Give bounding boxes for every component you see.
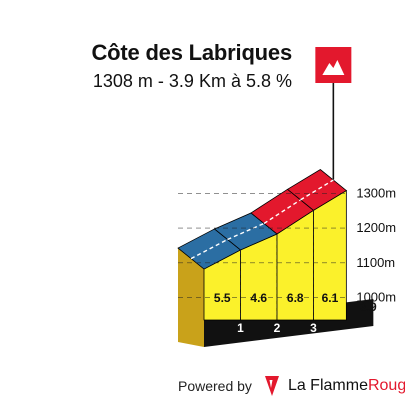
axis-ticks: 1000m 1100m 1200m 1300m 5.5 4.6 6.8 6.1 1 2 3 3.9 <box>214 185 396 335</box>
profile-segment-top <box>286 169 348 211</box>
profile-ridge-dash <box>300 179 334 201</box>
distance-tick-label: 2 <box>274 321 281 335</box>
profile-ridge-dash <box>263 199 301 225</box>
brand-name-accent: Rouge <box>367 377 405 394</box>
gradient-label: 6.8 <box>287 291 304 305</box>
distance-tick-label: 3 <box>310 321 317 335</box>
elevation-tick-label: 1100m <box>356 255 395 270</box>
distance-tick-label: 3.9 <box>360 300 377 314</box>
climb-title: Côte des Labriques <box>91 40 292 65</box>
gradient-label: 6.1 <box>322 291 339 305</box>
distance-tick-label: 1 <box>237 321 244 335</box>
elevation-tick-label: 1200m <box>356 220 396 235</box>
powered-by-label: Powered by <box>178 378 252 394</box>
elevation-tick-label: 1000m <box>356 290 396 305</box>
brand-name: La Flamme <box>287 377 368 394</box>
footer: Powered by La FlammeRouge <box>178 374 405 398</box>
climb-stats: 1308 m - 3.9 Km à 5.8 % <box>92 71 292 91</box>
elevation-tick-label: 1300m <box>356 185 396 200</box>
elevation-profile-chart: 1000m 1100m 1200m 1300m 5.5 4.6 6.8 6.1 1 2 3 3.9 <box>177 47 396 347</box>
summit-flag-box <box>315 47 352 83</box>
gradient-label: 4.6 <box>250 291 267 305</box>
la-flamme-rouge-logo-icon <box>264 376 279 396</box>
mountain-flag-icon <box>322 60 345 75</box>
profile-front <box>203 189 374 347</box>
grid-lines <box>178 192 347 318</box>
summit-flag <box>315 47 352 180</box>
gradient-label: 5.5 <box>214 291 231 305</box>
profile-top-surface <box>177 169 348 270</box>
